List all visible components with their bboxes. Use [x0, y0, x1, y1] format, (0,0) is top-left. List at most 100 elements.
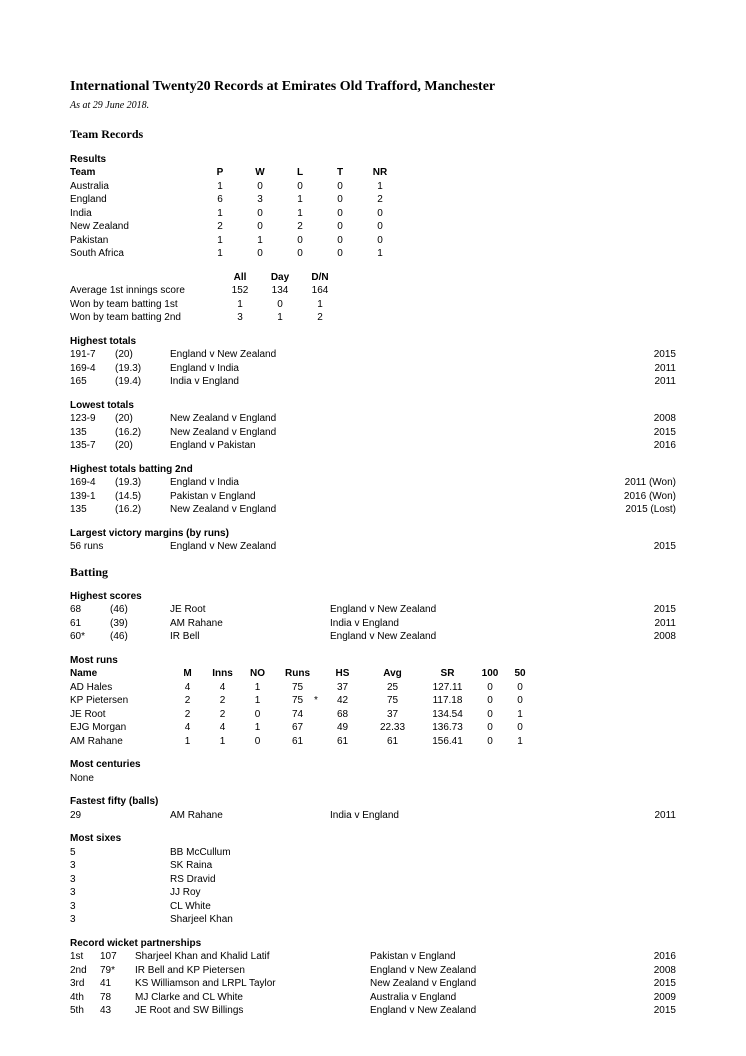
- hs-year: 2008: [540, 630, 676, 644]
- results-row: New Zealand20200: [70, 220, 676, 234]
- mr-hs: *42: [320, 694, 365, 708]
- innings-all: 152: [220, 284, 260, 298]
- ms-count: 3: [70, 900, 170, 914]
- mr-row: AD Hales441753725127.1100: [70, 681, 676, 695]
- results-row: Pakistan11000: [70, 234, 676, 248]
- mr-runs: 75: [275, 681, 320, 695]
- partnerships-block: Record wicket partnerships 1st107Sharjee…: [70, 937, 676, 1018]
- results-t: 0: [320, 207, 360, 221]
- totals-year: 2016 (Won): [606, 490, 676, 504]
- results-t: 0: [320, 234, 360, 248]
- totals-overs: (19.3): [115, 476, 170, 490]
- ff-match: India v England: [330, 809, 540, 823]
- ff-balls: 29: [70, 809, 170, 823]
- totals-score: 123-9: [70, 412, 115, 426]
- totals-match: England v India: [170, 476, 606, 490]
- most-sixes-heading: Most sixes: [70, 832, 676, 846]
- largest-victory-block: Largest victory margins (by runs) 56 run…: [70, 527, 676, 554]
- totals-score: 135-7: [70, 439, 115, 453]
- mr-col-avg: Avg: [365, 667, 420, 681]
- col-team: Team: [70, 166, 200, 180]
- mr-no: 1: [240, 694, 275, 708]
- totals-year: 2015: [606, 348, 676, 362]
- col-l: L: [280, 166, 320, 180]
- mr-m: 1: [170, 735, 205, 749]
- hs-name: JE Root: [170, 603, 330, 617]
- pt-runs: 78: [100, 991, 135, 1005]
- mr-hs: 49: [320, 721, 365, 735]
- mr-50: 0: [505, 721, 535, 735]
- most-centuries-heading: Most centuries: [70, 758, 676, 772]
- highest-totals-heading: Highest totals: [70, 335, 676, 349]
- results-w: 3: [240, 193, 280, 207]
- most-runs-block: Most runs Name M Inns NO Runs HS Avg SR …: [70, 654, 676, 749]
- mr-sr: 156.41: [420, 735, 475, 749]
- pt-pair: IR Bell and KP Pietersen: [135, 964, 370, 978]
- results-w: 0: [240, 220, 280, 234]
- largest-victory-heading: Largest victory margins (by runs): [70, 527, 676, 541]
- totals-overs: (16.2): [115, 503, 170, 517]
- fastest-fifty-heading: Fastest fifty (balls): [70, 795, 676, 809]
- totals-score: 165: [70, 375, 115, 389]
- col-all: All: [220, 271, 260, 285]
- ff-year: 2011: [540, 809, 676, 823]
- mr-avg: 22.33: [365, 721, 420, 735]
- totals-overs: (14.5): [115, 490, 170, 504]
- ff-name: AM Rahane: [170, 809, 330, 823]
- totals-match: Pakistan v England: [170, 490, 606, 504]
- totals-row: 191-7(20)England v New Zealand2015: [70, 348, 676, 362]
- ms-row: 3RS Dravid: [70, 873, 676, 887]
- innings-dn: 164: [300, 284, 340, 298]
- mr-100: 0: [475, 694, 505, 708]
- victory-year: 2015: [606, 540, 676, 554]
- section-team-records: Team Records: [70, 126, 676, 142]
- mr-name: AM Rahane: [70, 735, 170, 749]
- totals-match: England v Pakistan: [170, 439, 606, 453]
- mr-50: 0: [505, 694, 535, 708]
- col-t: T: [320, 166, 360, 180]
- hs-balls: (46): [110, 603, 170, 617]
- ff-row: 29AM RahaneIndia v England2011: [70, 809, 676, 823]
- totals-score: 191-7: [70, 348, 115, 362]
- innings-header-row: All Day D/N: [70, 271, 676, 285]
- totals-overs: (19.3): [115, 362, 170, 376]
- pt-pair: KS Williamson and LRPL Taylor: [135, 977, 370, 991]
- results-t: 0: [320, 220, 360, 234]
- pt-pair: MJ Clarke and CL White: [135, 991, 370, 1005]
- innings-day: 0: [260, 298, 300, 312]
- hs-match: England v New Zealand: [330, 630, 540, 644]
- mr-m: 2: [170, 694, 205, 708]
- hs-row: 68(46)JE RootEngland v New Zealand2015: [70, 603, 676, 617]
- results-l: 2: [280, 220, 320, 234]
- most-centuries-value: None: [70, 772, 676, 786]
- highest-2nd-block: Highest totals batting 2nd 169-4(19.3)En…: [70, 463, 676, 517]
- totals-match: New Zealand v England: [170, 503, 606, 517]
- results-row: India10100: [70, 207, 676, 221]
- mr-100: 0: [475, 735, 505, 749]
- col-w: W: [240, 166, 280, 180]
- results-team: India: [70, 207, 200, 221]
- ms-name: CL White: [170, 900, 470, 914]
- pt-match: Pakistan v England: [370, 950, 560, 964]
- mr-no: 0: [240, 735, 275, 749]
- mr-inns: 2: [205, 708, 240, 722]
- hs-balls: (39): [110, 617, 170, 631]
- ms-row: 3JJ Roy: [70, 886, 676, 900]
- col-p: P: [200, 166, 240, 180]
- hs-row: 60*(46)IR BellEngland v New Zealand2008: [70, 630, 676, 644]
- mr-m: 4: [170, 681, 205, 695]
- ms-row: 3CL White: [70, 900, 676, 914]
- results-t: 0: [320, 180, 360, 194]
- hs-runs: 60*: [70, 630, 110, 644]
- results-nr: 0: [360, 207, 400, 221]
- partnerships-heading: Record wicket partnerships: [70, 937, 676, 951]
- totals-score: 169-4: [70, 476, 115, 490]
- mr-no: 1: [240, 721, 275, 735]
- mr-avg: 61: [365, 735, 420, 749]
- totals-year: 2011: [606, 362, 676, 376]
- victory-row: 56 runsEngland v New Zealand2015: [70, 540, 676, 554]
- pt-pair: JE Root and SW Billings: [135, 1004, 370, 1018]
- results-p: 1: [200, 207, 240, 221]
- pt-year: 2015: [560, 1004, 676, 1018]
- pt-row: 3rd41KS Williamson and LRPL TaylorNew Ze…: [70, 977, 676, 991]
